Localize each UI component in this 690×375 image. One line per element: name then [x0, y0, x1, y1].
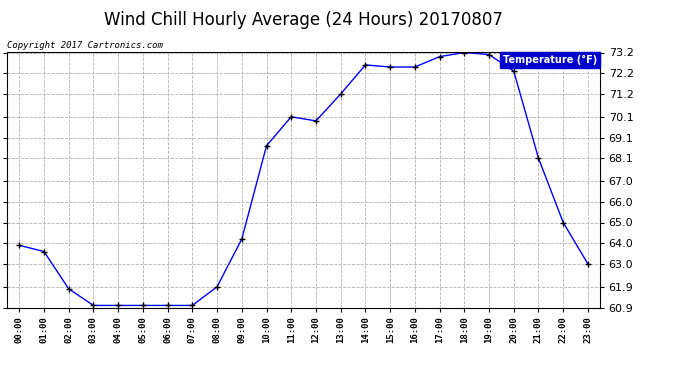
Text: Copyright 2017 Cartronics.com: Copyright 2017 Cartronics.com: [7, 41, 163, 50]
Text: Wind Chill Hourly Average (24 Hours) 20170807: Wind Chill Hourly Average (24 Hours) 201…: [104, 11, 503, 29]
Text: Temperature (°F): Temperature (°F): [503, 55, 598, 65]
